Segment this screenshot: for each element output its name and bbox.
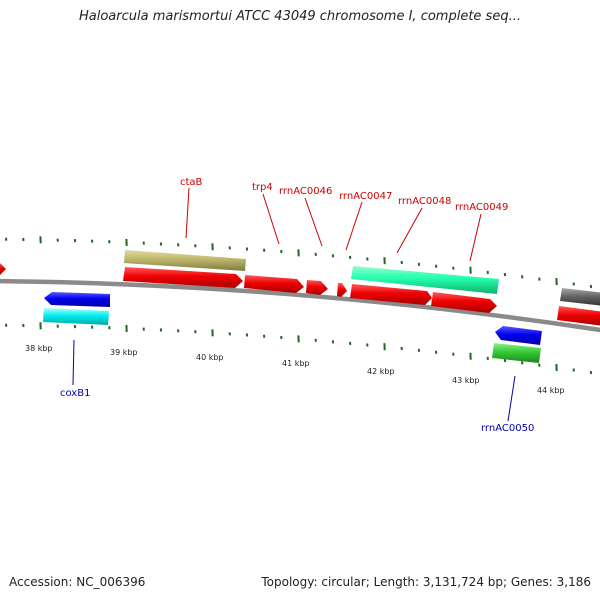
leader-rrnac0048 [396, 207, 423, 254]
gene-labels: ctaB trp4 rrnAC0046 rrnAC0047 rrnAC0048 … [60, 177, 534, 434]
gene-label-rrnac0049[interactable]: rrnAC0049 [455, 202, 508, 213]
gene-label-rrnac0046[interactable]: rrnAC0046 [279, 186, 332, 197]
leader-ctab [185, 187, 190, 239]
gene-label-rrnac0048[interactable]: rrnAC0048 [398, 196, 451, 207]
scale-label: 42 kbp [367, 367, 395, 376]
gene-label-rrnac0047[interactable]: rrnAC0047 [339, 191, 392, 202]
map-title: Haloarcula marismortui ATCC 43049 chromo… [79, 9, 521, 24]
feature-blue-coxb1 [44, 292, 110, 307]
accession-text: Accession: NC_006396 [9, 575, 146, 589]
scale-label: 40 kbp [196, 353, 224, 362]
scale-labels: 38 kbp 39 kbp 40 kbp 41 kbp 42 kbp 43 kb… [25, 344, 565, 395]
scale-label: 39 kbp [110, 348, 138, 357]
feature-red-trp4 [244, 275, 304, 293]
feature-cyan-coxb1 [43, 308, 109, 325]
label-leaders [72, 187, 516, 422]
genome-summary-text: Topology: circular; Length: 3,131,724 bp… [261, 575, 591, 589]
leader-trp4 [262, 193, 280, 245]
feature-red-forward-2 [350, 284, 432, 305]
leader-rrnac0046 [304, 197, 323, 247]
features [0, 250, 600, 363]
gene-label-coxb1[interactable]: coxB1 [60, 388, 90, 399]
feature-blue-rrnac0050 [495, 326, 542, 345]
feature-red-left-edge [0, 263, 6, 275]
scale-label: 41 kbp [282, 359, 310, 368]
leader-rrnac0049 [469, 213, 482, 262]
scale-label: 44 kbp [537, 386, 565, 395]
tick-marks [5, 236, 593, 375]
backbone-ring [0, 278, 600, 333]
scale-label: 43 kbp [452, 376, 480, 385]
leader-rrnac0047 [345, 201, 363, 251]
feature-red-rrnac0047 [337, 283, 347, 297]
leader-coxb1 [72, 339, 75, 386]
feature-olive-ctab [124, 250, 246, 271]
leader-rrnac0050 [507, 375, 516, 422]
feature-red-forward-1 [123, 267, 243, 288]
gene-label-rrnac0050[interactable]: rrnAC0050 [481, 423, 534, 434]
feature-red-rrnac0049 [431, 292, 497, 313]
feature-red-right [557, 306, 600, 326]
feature-gray-right [560, 288, 600, 306]
feature-aqua-rrnac0048 [351, 266, 499, 294]
gene-label-ctab[interactable]: ctaB [180, 177, 203, 188]
gene-label-trp4[interactable]: trp4 [252, 182, 273, 193]
feature-green-rrnac0050 [492, 343, 541, 363]
scale-label: 38 kbp [25, 344, 53, 353]
feature-red-rrnac0046 [306, 280, 328, 295]
